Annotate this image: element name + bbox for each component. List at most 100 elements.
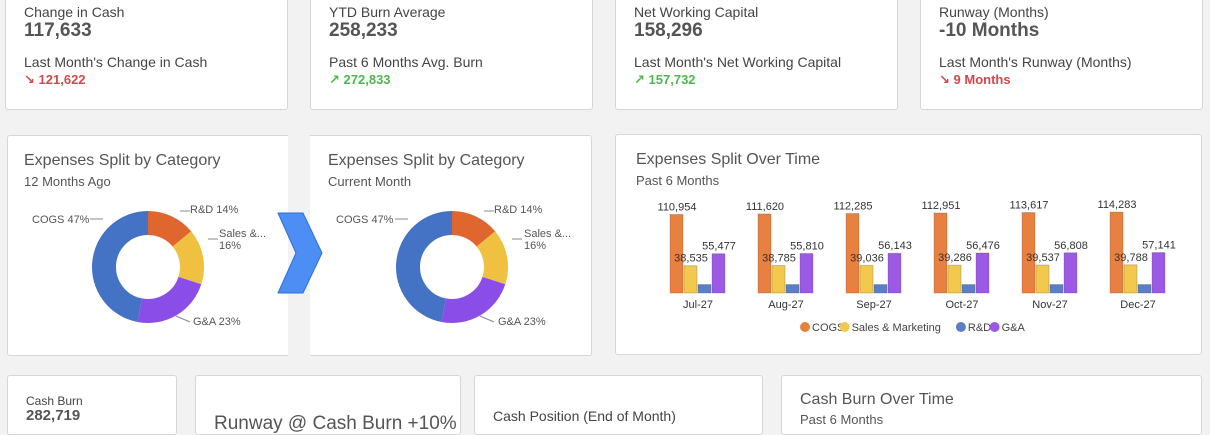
card-title: Cash Position (End of Month) xyxy=(493,408,676,424)
bar-cogs-dec-27 xyxy=(1109,211,1124,294)
x-tick-label: Nov-27 xyxy=(1032,299,1067,311)
cash-burn-over-time-card: Cash Burn Over Time Past 6 Months xyxy=(781,375,1202,435)
data-label: 39,036 xyxy=(850,252,884,264)
bar-g-a-nov-27 xyxy=(1063,252,1078,294)
data-label: 38,785 xyxy=(762,253,796,265)
donut-slice-sales xyxy=(172,231,204,285)
kpi-label: YTD Burn Average xyxy=(329,4,446,20)
data-label: 113,617 xyxy=(1010,200,1049,212)
kpi-card-change-in-cash: Change in Cash 117,633 Last Month's Chan… xyxy=(5,0,288,110)
bar-r-d-nov-27 xyxy=(1049,284,1064,294)
x-tick-label: Jul-27 xyxy=(683,299,713,311)
cash-position-card: Cash Position (End of Month) xyxy=(474,375,763,435)
bar-r-d-dec-27 xyxy=(1137,284,1152,294)
expenses-over-time-card: Expenses Split Over Time Past 6 Months 1… xyxy=(615,134,1202,355)
bar-cogs-jul-27 xyxy=(669,213,684,294)
bar-sales-marketing-oct-27 xyxy=(947,264,962,294)
card-title: Cash Burn Over Time xyxy=(800,391,954,408)
kpi-sublabel: Past 6 Months Avg. Burn xyxy=(329,54,483,70)
data-label: 55,477 xyxy=(702,241,736,253)
data-label: 39,537 xyxy=(1026,252,1060,264)
kpi-label: Net Working Capital xyxy=(634,4,759,20)
donut-chart-left xyxy=(90,210,218,323)
kpi-delta: ↗ 157,732 xyxy=(634,72,696,87)
cash-burn-card: Cash Burn 282,719 xyxy=(7,375,177,435)
x-tick-label: Oct-27 xyxy=(945,299,978,311)
x-tick-label: Aug-27 xyxy=(768,299,803,311)
donut-label-cogs: COGS 47% xyxy=(336,214,394,226)
data-label: 56,476 xyxy=(966,240,1000,252)
donut-label-sales: Sales &... 16% xyxy=(219,228,267,252)
kpi-value: -10 Months xyxy=(939,20,1040,41)
chart-title: Expenses Split by Category xyxy=(328,152,525,169)
bar-sales-marketing-aug-27 xyxy=(771,265,786,294)
data-label: 39,788 xyxy=(1114,252,1148,264)
kpi-card-net-working-capital: Net Working Capital 158,296 Last Month's… xyxy=(615,0,898,110)
cash-burn-label: Cash Burn xyxy=(26,394,83,408)
bar-g-a-aug-27 xyxy=(799,252,814,294)
bar-cogs-nov-27 xyxy=(1021,212,1036,294)
data-label: 110,954 xyxy=(658,201,697,213)
data-label: 55,810 xyxy=(790,240,824,252)
donut-slice-rd xyxy=(451,211,496,248)
chart-title: Expenses Split Over Time xyxy=(636,151,821,168)
bar-g-a-dec-27 xyxy=(1151,252,1166,294)
chart-subtitle: 12 Months Ago xyxy=(24,174,111,189)
donut-label-ga: G&A 23% xyxy=(193,316,241,328)
donut-slice-rd xyxy=(147,211,192,248)
legend-marker xyxy=(800,322,810,332)
legend-marker xyxy=(955,322,966,332)
bar-g-a-jul-27 xyxy=(711,253,726,294)
kpi-delta: ↗ 272,833 xyxy=(329,72,391,87)
bar-cogs-sep-27 xyxy=(845,212,860,294)
runway-cash-burn-card: Runway @ Cash Burn +10% xyxy=(195,375,461,435)
x-tick-label: Sep-27 xyxy=(856,299,891,311)
data-label: 111,620 xyxy=(746,201,784,213)
chart-subtitle: Past 6 Months xyxy=(636,173,720,188)
trend-up-icon: ↗ xyxy=(634,72,645,87)
data-label: 38,535 xyxy=(674,253,708,265)
donut-label-rd: R&D 14% xyxy=(494,204,543,216)
bar-sales-marketing-sep-27 xyxy=(859,264,874,294)
bar-r-d-oct-27 xyxy=(961,284,976,294)
data-label: 112,951 xyxy=(922,200,961,212)
kpi-card-runway: Runway (Months) -10 Months Last Month's … xyxy=(920,0,1203,110)
card-subtitle: Past 6 Months xyxy=(800,412,884,427)
bar-sales-marketing-dec-27 xyxy=(1123,264,1138,294)
donut-slice-ga xyxy=(441,276,506,323)
bar-g-a-oct-27 xyxy=(975,252,990,294)
data-label: 57,141 xyxy=(1142,240,1176,252)
bar-cogs-oct-27 xyxy=(933,212,948,294)
data-label: 56,808 xyxy=(1054,240,1088,252)
bar-sales-marketing-jul-27 xyxy=(683,265,698,294)
data-label: 112,285 xyxy=(834,200,873,212)
kpi-label: Runway (Months) xyxy=(939,4,1049,20)
data-label: 39,286 xyxy=(938,252,972,264)
kpi-value: 117,633 xyxy=(24,20,92,41)
donut-label-cogs: COGS 47% xyxy=(32,214,90,226)
bar-r-d-jul-27 xyxy=(697,284,712,294)
data-label: 114,283 xyxy=(1098,199,1137,211)
trend-down-icon: ↘ xyxy=(939,72,950,87)
donut-slice-ga xyxy=(137,276,202,323)
bar-sales-marketing-nov-27 xyxy=(1035,264,1050,294)
legend-label: G&A xyxy=(1002,322,1026,334)
chart-subtitle: Current Month xyxy=(328,174,412,189)
kpi-sublabel: Last Month's Runway (Months) xyxy=(939,54,1132,70)
kpi-card-ytd-burn: YTD Burn Average 258,233 Past 6 Months A… xyxy=(310,0,593,110)
donut-label-ga: G&A 23% xyxy=(498,316,546,328)
kpi-value: 158,296 xyxy=(634,20,703,41)
trend-up-icon: ↗ xyxy=(329,72,340,87)
bar-r-d-sep-27 xyxy=(873,284,888,294)
legend-label: Sales & Marketing xyxy=(852,322,941,334)
chevron-right-icon[interactable] xyxy=(275,208,325,298)
trend-down-icon: ↘ xyxy=(24,72,35,87)
donut-slice-cogs xyxy=(396,211,453,323)
kpi-delta: ↘ 121,622 xyxy=(24,72,86,87)
legend-marker xyxy=(989,322,1000,332)
legend-marker xyxy=(839,322,850,332)
donut-label-sales: Sales &... 16% xyxy=(524,228,572,252)
donut-label-rd: R&D 14% xyxy=(190,204,239,216)
legend-label: R&D xyxy=(968,322,991,334)
